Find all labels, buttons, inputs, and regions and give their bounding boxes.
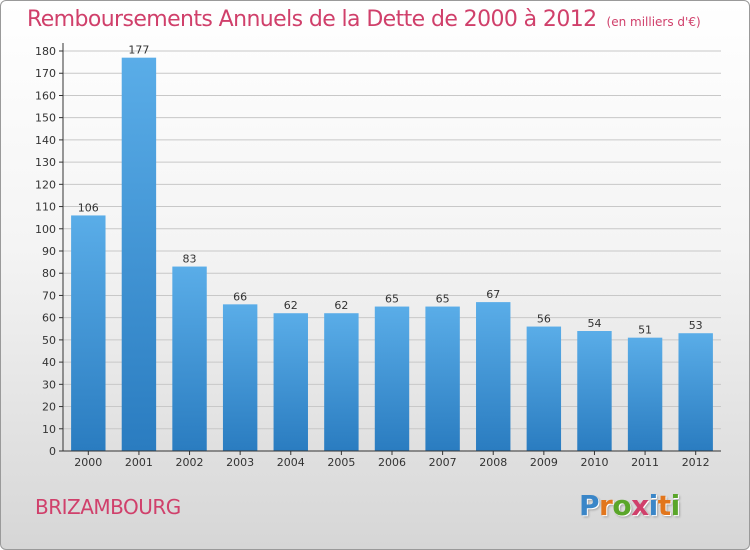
data-label: 67 [486,288,500,301]
bar-2006 [374,306,410,451]
data-label: 177 [128,44,149,57]
bar-2012 [678,333,713,451]
data-label: 62 [334,299,348,312]
x-tick-label: 2002 [176,456,204,469]
x-tick-label: 2006 [378,456,406,469]
x-tick-label: 2008 [479,456,507,469]
x-tick-label: 2010 [580,456,608,469]
bar-2011 [627,337,663,451]
bar-2001 [121,57,157,452]
x-tick-label: 2005 [327,456,355,469]
x-tick-label: 2007 [429,456,457,469]
data-label: 62 [284,299,298,312]
bar-2009 [526,326,562,451]
y-tick-label: 90 [42,245,56,258]
y-tick-label: 140 [35,134,56,147]
data-label: 106 [78,201,99,214]
y-tick-label: 180 [35,45,56,58]
y-tick-label: 50 [42,334,56,347]
logo-letter: t [657,489,671,522]
chart-title-text: Remboursements Annuels de la Dette de 20… [27,7,597,32]
y-tick-label: 150 [35,112,56,125]
y-tick-label: 100 [35,223,56,236]
bar-2003 [222,304,258,451]
x-tick-label: 2012 [682,456,710,469]
chart-title: Remboursements Annuels de la Dette de 20… [27,7,701,32]
y-tick-label: 30 [42,378,56,391]
bar-2008 [476,302,511,451]
data-label: 65 [385,293,399,306]
data-label: 51 [638,324,652,337]
y-tick-label: 40 [42,356,56,369]
y-tick-label: 120 [35,178,56,191]
data-label: 56 [537,313,551,326]
y-tick-label: 160 [35,89,56,102]
proxiti-logo: Proxiti [579,489,680,522]
bar-2005 [324,313,359,451]
y-tick-label: 80 [42,267,56,280]
y-tick-label: 70 [42,289,56,302]
x-tick-label: 2009 [530,456,558,469]
x-tick-label: 2001 [125,456,153,469]
y-tick-label: 130 [35,156,56,169]
x-tick-label: 2011 [631,456,659,469]
y-tick-label: 170 [35,67,56,80]
logo-letter: o [612,489,632,522]
y-tick-label: 10 [42,423,56,436]
y-tick-label: 60 [42,312,56,325]
axis-layer [59,43,721,455]
logo-letter: x [631,489,649,522]
data-label: 53 [689,319,703,332]
bars-layer [71,57,713,452]
x-tick-label: 2003 [226,456,254,469]
chart-subtitle: (en milliers d'€) [606,15,701,29]
labels-layer: 0 10 20 30 40 50 60 70 80 90 100 110 120 130 140 150 160… [35,44,710,469]
commune-name: BRIZAMBOURG [35,495,181,519]
y-tick-label: 110 [35,201,56,214]
x-tick-label: 2000 [74,456,102,469]
bar-2007 [425,306,460,451]
bar-2002 [172,266,207,451]
y-tick-label: 20 [42,401,56,414]
bar-2000 [71,215,106,451]
data-label: 65 [436,293,450,306]
logo-letter: r [599,489,613,522]
logo-letter: i [670,489,681,522]
bar-2004 [273,313,308,451]
x-tick-label: 2004 [277,456,305,469]
logo-letter: P [579,489,600,522]
data-label: 83 [183,253,197,266]
data-label: 54 [587,317,601,330]
data-label: 66 [233,290,247,303]
logo-letter: i [648,489,659,522]
y-tick-label: 0 [49,445,56,458]
bar-2010 [577,331,612,451]
